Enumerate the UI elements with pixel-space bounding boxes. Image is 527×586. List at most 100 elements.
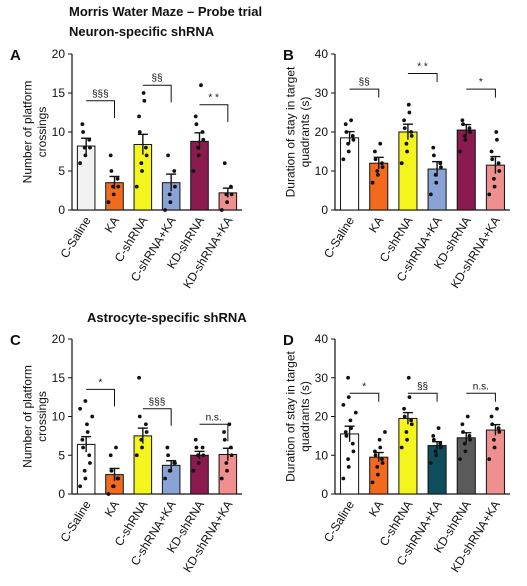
y-tick-label: 15 bbox=[52, 371, 66, 385]
data-point bbox=[380, 461, 385, 465]
data-point bbox=[134, 453, 139, 458]
significance-bracket bbox=[466, 392, 496, 402]
data-point bbox=[409, 422, 414, 427]
y-tick-label: 10 bbox=[315, 448, 329, 462]
data-point bbox=[172, 169, 177, 173]
bar-2 bbox=[133, 435, 153, 495]
data-point bbox=[106, 492, 111, 496]
bar-0 bbox=[340, 433, 360, 495]
data-point bbox=[402, 406, 406, 411]
data-point bbox=[460, 422, 465, 427]
data-point bbox=[85, 430, 90, 434]
data-point bbox=[166, 453, 170, 458]
data-point bbox=[487, 192, 492, 197]
y-tick-label: 15 bbox=[52, 86, 66, 100]
panel-c: C 0 5 10 15 20 Number of platformcrossings * §§§… bbox=[10, 332, 242, 575]
bar-4 bbox=[190, 454, 209, 495]
data-point bbox=[495, 406, 499, 411]
significance-bracket bbox=[349, 392, 380, 402]
data-point bbox=[496, 161, 501, 166]
significance-label: * * bbox=[208, 93, 219, 104]
data-point bbox=[351, 137, 356, 142]
data-point bbox=[490, 157, 495, 162]
data-point bbox=[402, 118, 406, 123]
data-point bbox=[80, 437, 85, 442]
data-point bbox=[343, 122, 348, 127]
data-point bbox=[137, 130, 142, 134]
data-point bbox=[166, 153, 170, 158]
data-point bbox=[144, 430, 149, 434]
data-point bbox=[222, 161, 227, 166]
data-point bbox=[194, 445, 199, 450]
y-tick-label: 0 bbox=[58, 203, 65, 217]
x-tick-label: KA bbox=[366, 214, 386, 235]
data-point bbox=[497, 169, 502, 173]
data-point bbox=[78, 484, 82, 489]
data-point bbox=[80, 122, 85, 127]
data-point bbox=[90, 414, 95, 419]
y-tick-label: 30 bbox=[315, 86, 329, 100]
data-point bbox=[137, 114, 141, 119]
y-axis-label: Duration of stay in targetquadrants (s) bbox=[283, 66, 311, 197]
data-point bbox=[468, 437, 473, 442]
data-point bbox=[489, 414, 494, 419]
bar-4 bbox=[456, 437, 476, 495]
data-point bbox=[492, 437, 496, 442]
data-point bbox=[370, 480, 375, 485]
data-point bbox=[497, 430, 502, 434]
data-point bbox=[196, 153, 201, 158]
data-point bbox=[380, 161, 384, 166]
data-point bbox=[467, 126, 472, 130]
data-point bbox=[78, 406, 82, 411]
data-point bbox=[140, 445, 144, 450]
y-tick-label: 0 bbox=[58, 487, 65, 501]
data-point bbox=[141, 91, 146, 95]
significance-label: §§§ bbox=[149, 397, 166, 408]
data-point bbox=[458, 457, 462, 462]
significance-bracket bbox=[349, 88, 380, 98]
data-point bbox=[372, 149, 377, 154]
panel-d: D 0 10 20 30 40 Duration of stay in targetquad… bbox=[283, 332, 510, 575]
data-point bbox=[222, 430, 226, 434]
data-point bbox=[346, 457, 350, 462]
data-point bbox=[346, 375, 350, 380]
data-point bbox=[439, 165, 443, 170]
y-axis-label: Duration of stay in targetquadrants (s) bbox=[283, 350, 311, 481]
data-point bbox=[111, 192, 116, 197]
data-point bbox=[165, 445, 170, 450]
significance-bracket bbox=[142, 408, 172, 426]
data-point bbox=[375, 169, 380, 173]
data-point bbox=[378, 445, 383, 450]
data-point bbox=[227, 422, 232, 427]
x-tick-label: KA bbox=[366, 498, 386, 519]
y-tick-label: 10 bbox=[52, 125, 66, 139]
data-point bbox=[409, 130, 414, 134]
data-point bbox=[88, 145, 92, 150]
data-point bbox=[434, 453, 439, 458]
data-point bbox=[405, 437, 409, 442]
data-point bbox=[494, 130, 499, 134]
data-point bbox=[140, 169, 144, 173]
data-point bbox=[433, 449, 438, 454]
data-point bbox=[163, 208, 167, 212]
data-point bbox=[431, 153, 436, 158]
data-point bbox=[348, 418, 353, 423]
data-point bbox=[191, 169, 196, 173]
bar-0 bbox=[340, 137, 360, 211]
data-point bbox=[405, 149, 409, 154]
data-point bbox=[380, 165, 385, 170]
bar-2 bbox=[398, 417, 418, 495]
data-point bbox=[83, 476, 88, 481]
data-point bbox=[431, 145, 436, 150]
data-point bbox=[346, 149, 351, 154]
y-tick-label: 20 bbox=[52, 47, 66, 61]
data-point bbox=[114, 445, 118, 450]
data-point bbox=[439, 445, 443, 450]
data-point bbox=[489, 149, 494, 154]
significance-label: §§§ bbox=[92, 89, 109, 100]
significance-label: §§ bbox=[359, 77, 370, 88]
data-point bbox=[144, 422, 148, 427]
significance-label: n.s. bbox=[473, 381, 489, 392]
data-point bbox=[82, 468, 87, 473]
y-axis-label: Number of platformcrossings bbox=[20, 365, 48, 468]
